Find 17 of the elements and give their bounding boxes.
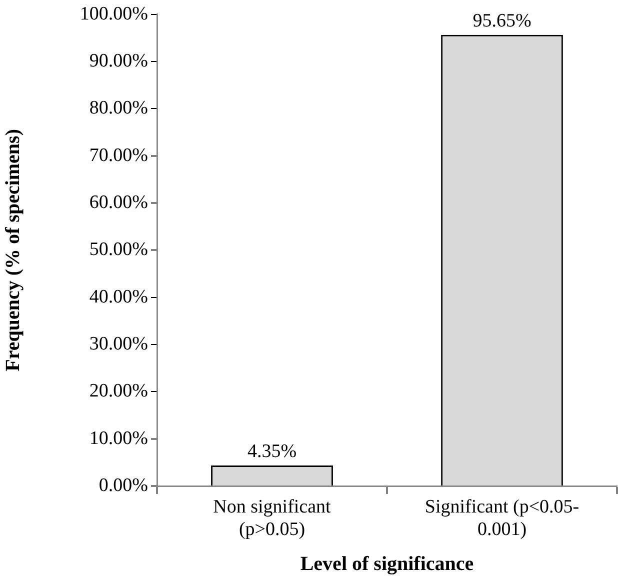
y-tick-label: 60.00% [89,192,148,214]
y-tick-label: 40.00% [89,286,148,308]
y-tick-label: 50.00% [89,239,148,260]
y-tick-label: 90.00% [89,50,148,72]
y-tick-label: 30.00% [89,334,148,355]
y-tick-label: 10.00% [89,428,148,449]
y-tick-label: 80.00% [89,98,148,119]
x-tick-label: Significant (p<0.05- 0.001) [424,496,580,540]
y-axis-title: Frequency (% of specimens) [2,129,24,372]
y-tick-label: 20.00% [89,380,148,402]
data-label: 95.65% [472,10,532,32]
y-tick-label: 100.00% [80,3,148,24]
x-axis-title: Level of significance [300,553,474,576]
x-tick-label: Non significant (p>0.05) [213,496,332,540]
y-tick-label: 70.00% [89,144,148,166]
data-label: 4.35% [247,440,297,462]
y-tick-label: 0.00% [98,474,148,496]
